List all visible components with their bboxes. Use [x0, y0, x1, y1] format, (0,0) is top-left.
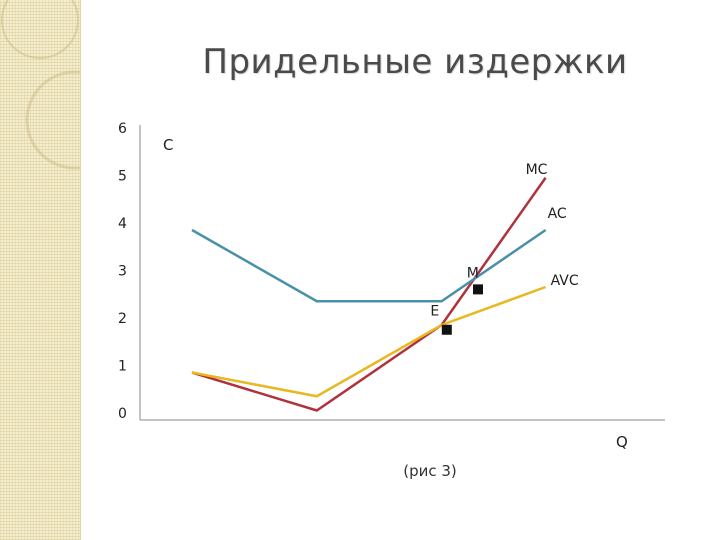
- slide-title: Придельные издержки: [202, 42, 628, 82]
- y-axis-label: C: [163, 136, 173, 154]
- x-axis-label: Q: [616, 433, 628, 451]
- y-tick-label-4: 4: [118, 216, 127, 232]
- series-label-ac: AC: [548, 206, 567, 222]
- series-line-mc: [191, 177, 547, 412]
- y-tick-label-6: 6: [118, 121, 127, 137]
- point-label-m: M: [467, 266, 479, 282]
- y-tick-label-0: 0: [118, 406, 127, 422]
- y-tick-label-1: 1: [118, 359, 127, 375]
- y-tick-label-5: 5: [118, 169, 127, 185]
- series-line-avc: [191, 285, 547, 398]
- decorative-circles-icon: [1, 0, 80, 170]
- y-tick-label-3: 3: [118, 264, 127, 280]
- figure-caption: (рис 3): [403, 462, 457, 480]
- series-label-mc: MC: [526, 162, 548, 178]
- y-tick-label-2: 2: [118, 311, 127, 327]
- point-label-e: E: [430, 304, 439, 320]
- point-marker-e: [441, 324, 452, 335]
- decorative-side-strip: [0, 0, 81, 540]
- series-label-avc: AVC: [551, 273, 579, 289]
- series-line-ac: [191, 228, 547, 303]
- point-marker-m: [473, 284, 483, 295]
